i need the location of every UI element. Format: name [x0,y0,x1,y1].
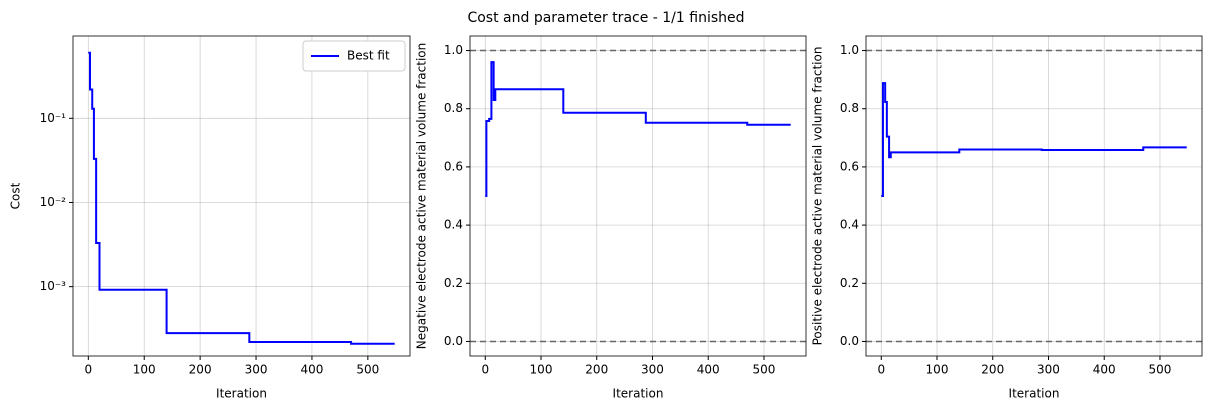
y-tick-label: 10⁻³ [40,279,67,293]
legend-box [302,40,406,72]
y-tick-label: 0.4 [840,218,859,232]
x-tick-label: 200 [981,363,1004,377]
x-tick-label: 400 [697,363,720,377]
figure-title: Cost and parameter trace - 1/1 finished [467,10,744,26]
axes-frame [865,35,1203,357]
axes-frame [469,35,807,357]
y-tick-label: 1.0 [840,43,859,57]
series-line [88,51,395,345]
y-tick-label: 0.6 [444,159,463,173]
x-tick-label: 200 [189,363,212,377]
y-tick-label: 0.4 [444,218,463,232]
y-tick-label: 0.2 [444,276,463,290]
x-tick-label: 500 [753,363,776,377]
axes-frame [72,35,411,357]
y-tick-label: 0.0 [840,334,859,348]
x-tick-label: 300 [1037,363,1060,377]
y-tick-label: 1.0 [444,43,463,57]
x-tick-label: 100 [133,363,156,377]
x-tick-label: 400 [300,363,323,377]
x-tick-label: 0 [481,363,489,377]
y-tick-label: 10⁻² [40,195,67,209]
x-tick-label: 100 [530,363,553,377]
x-tick-label: 400 [1093,363,1116,377]
y-tick-label: 0.8 [444,101,463,115]
subplot: 0 100 200 300 400 500 0.0 0.2 0.4 0.6 0.8 1.0 Iterat… [415,35,807,401]
y-axis-label: Cost [9,182,23,209]
y-tick-label: 0.8 [840,101,859,115]
x-tick-label: 500 [1149,363,1172,377]
x-axis-label: Iteration [216,387,267,401]
series-line [485,61,791,197]
legend-label: Best fit [347,49,390,63]
y-tick-label: 10⁻¹ [40,111,67,125]
subplot: 0 100 200 300 400 500 10⁻³ 10⁻² 10⁻¹ Iteration Cos… [9,35,411,401]
y-tick-label: 0.0 [444,334,463,348]
x-axis-label: Iteration [1009,387,1060,401]
series-line [881,82,1187,197]
x-tick-label: 0 [877,363,885,377]
subplot: 0 100 200 300 400 500 0.0 0.2 0.4 0.6 0.8 1.0 Iterat… [811,35,1203,401]
x-tick-label: 100 [926,363,949,377]
y-tick-label: 0.2 [840,276,859,290]
x-axis-label: Iteration [613,387,664,401]
y-tick-label: 0.6 [840,159,859,173]
x-tick-label: 300 [641,363,664,377]
x-tick-label: 0 [84,363,92,377]
y-axis-label: Positive electrode active material volum… [811,47,825,346]
x-tick-label: 500 [356,363,379,377]
x-tick-label: 200 [585,363,608,377]
x-tick-label: 300 [245,363,268,377]
y-axis-label: Negative electrode active material volum… [415,43,429,349]
